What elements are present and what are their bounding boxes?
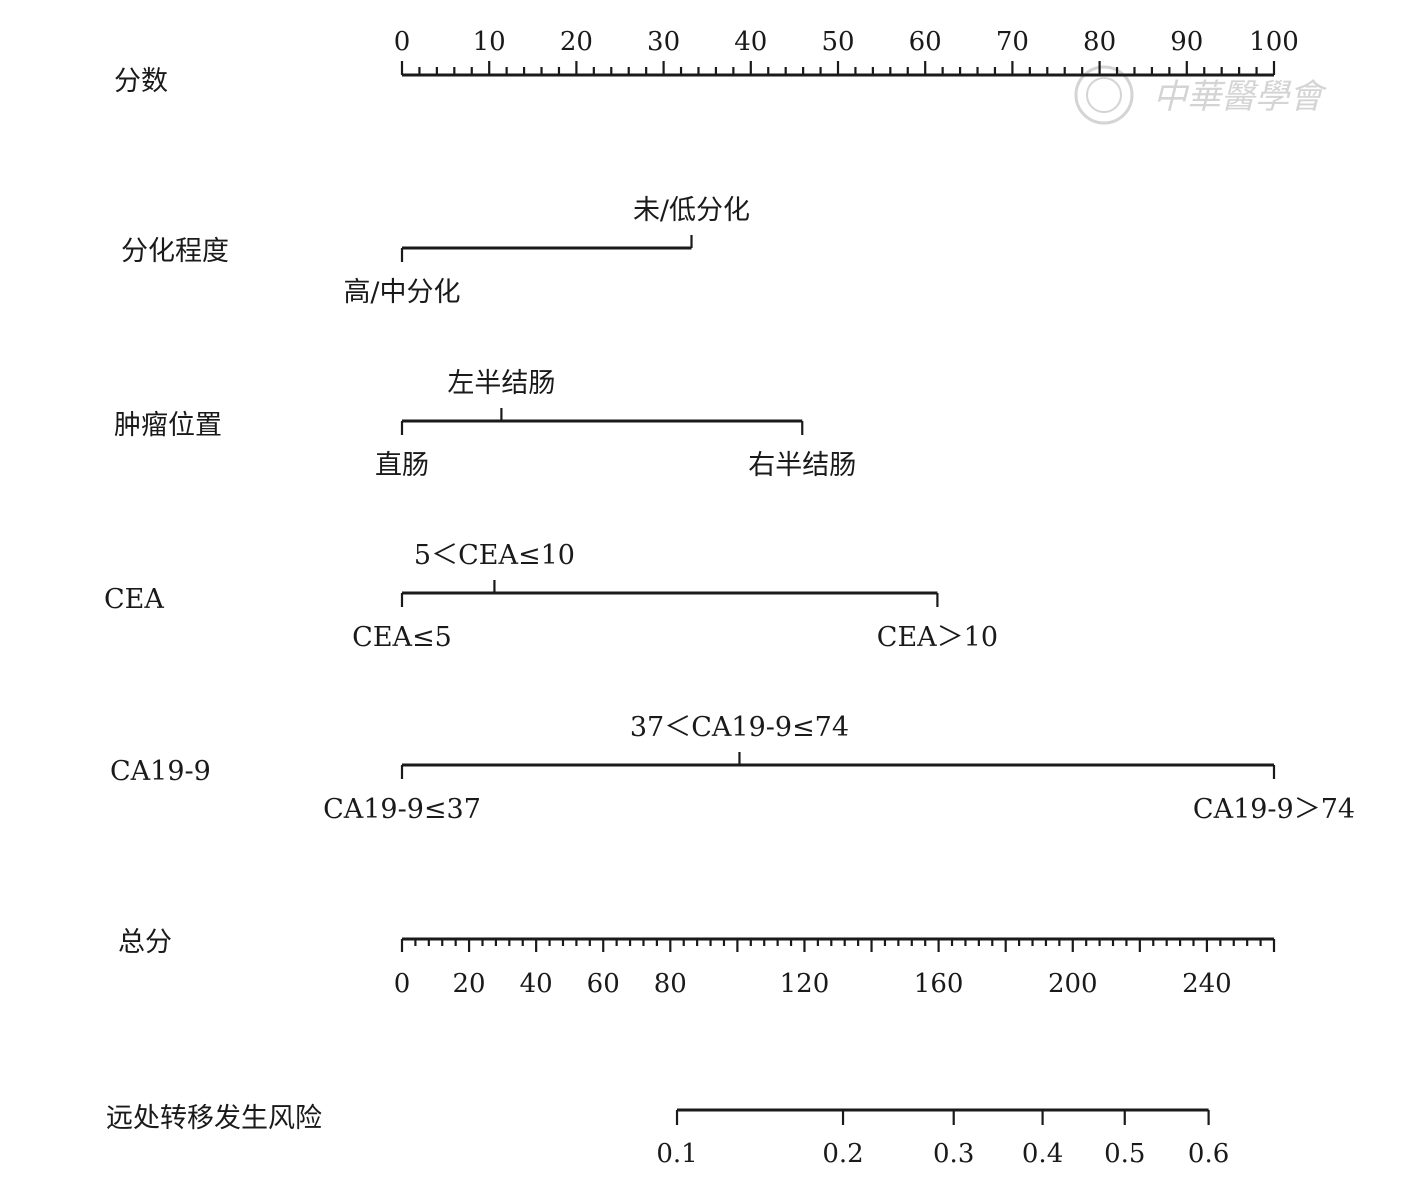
total-points-tick-labels: 0 20 40 60 80 120 160 200 240 [394,969,1232,999]
points-tick-label: 20 [560,27,593,57]
differentiation-scale: 高/中分化 未/低分化 [343,195,750,308]
total-tick-label: 160 [914,969,964,999]
tumor-location-category-label: 右半结肠 [748,450,856,481]
total-tick-label: 60 [587,969,620,999]
total-points-row: 总分 0 20 40 60 80 120 160 200 240 [118,927,1276,999]
points-axis-tick-labels: 0 10 20 30 40 50 60 70 80 90 100 [394,27,1299,57]
differentiation-row: 分化程度 高/中分化 未/低分化 [121,195,750,308]
points-axis-ticks [400,61,1276,75]
risk-axis: 0.1 0.2 0.3 0.4 0.5 0.6 [656,1108,1229,1169]
risk-tick-label: 0.5 [1104,1139,1145,1169]
points-tick-label: 50 [821,27,854,57]
total-tick-label: 80 [654,969,687,999]
cea-category-label: CEA≤5 [352,622,452,653]
points-axis-row: 分数 0 10 20 30 40 50 60 70 80 90 100 [114,27,1299,97]
total-tick-label: 20 [453,969,486,999]
points-tick-label: 80 [1083,27,1116,57]
points-axis-label: 分数 [114,66,168,97]
watermark-text: 中華醫學會 [1153,77,1328,117]
cea-category-label: CEA＞10 [877,622,998,653]
cea-scale: CEA≤5 5＜CEA≤10 CEA＞10 [352,540,998,653]
risk-tick-label: 0.2 [822,1139,863,1169]
cea-category-label: 5＜CEA≤10 [414,540,575,571]
total-tick-label: 120 [780,969,830,999]
risk-tick-label: 0.4 [1022,1139,1063,1169]
tumor-location-label: 肿瘤位置 [114,410,222,441]
differentiation-category-label: 高/中分化 [343,277,460,308]
total-tick-label: 200 [1048,969,1098,999]
ca199-category-label: 37＜CA19-9≤74 [630,712,849,743]
ca199-category-label: CA19-9＞74 [1193,794,1355,825]
points-tick-label: 0 [394,27,411,57]
total-tick-label: 0 [394,969,411,999]
risk-tick-label: 0.6 [1188,1139,1229,1169]
total-points-label: 总分 [118,927,172,958]
ca199-category-label: CA19-9≤37 [323,794,481,825]
risk-row: 远处转移发生风险 0.1 0.2 0.3 0.4 0.5 0.6 [106,1103,1229,1169]
points-tick-label: 100 [1249,27,1299,57]
total-tick-label: 240 [1182,969,1232,999]
cea-row: CEA CEA≤5 5＜CEA≤10 CEA＞10 [104,540,998,653]
points-tick-label: 10 [473,27,506,57]
watermark-seal-icon [1074,65,1134,125]
watermark-seal-inner-icon [1086,77,1122,113]
differentiation-label: 分化程度 [121,236,229,267]
points-tick-label: 60 [909,27,942,57]
risk-label: 远处转移发生风险 [106,1103,322,1134]
tumor-location-category-label: 左半结肠 [447,368,555,399]
points-tick-label: 70 [996,27,1029,57]
total-tick-label: 40 [520,969,553,999]
ca199-row: CA19-9 CA19-9≤37 37＜CA19-9≤74 CA19-9＞74 [110,712,1355,825]
risk-tick-label: 0.3 [933,1139,974,1169]
points-tick-label: 40 [734,27,767,57]
differentiation-category-label: 未/低分化 [633,195,750,226]
cea-label: CEA [104,584,164,615]
risk-tick-label: 0.1 [656,1139,697,1169]
points-tick-label: 90 [1170,27,1203,57]
watermark: 中華醫學會 [1074,65,1328,125]
ca199-scale: CA19-9≤37 37＜CA19-9≤74 CA19-9＞74 [323,712,1355,825]
ca199-label: CA19-9 [110,756,211,787]
total-points-ticks [400,939,1276,952]
points-tick-label: 30 [647,27,680,57]
tumor-location-category-label: 直肠 [375,450,429,481]
